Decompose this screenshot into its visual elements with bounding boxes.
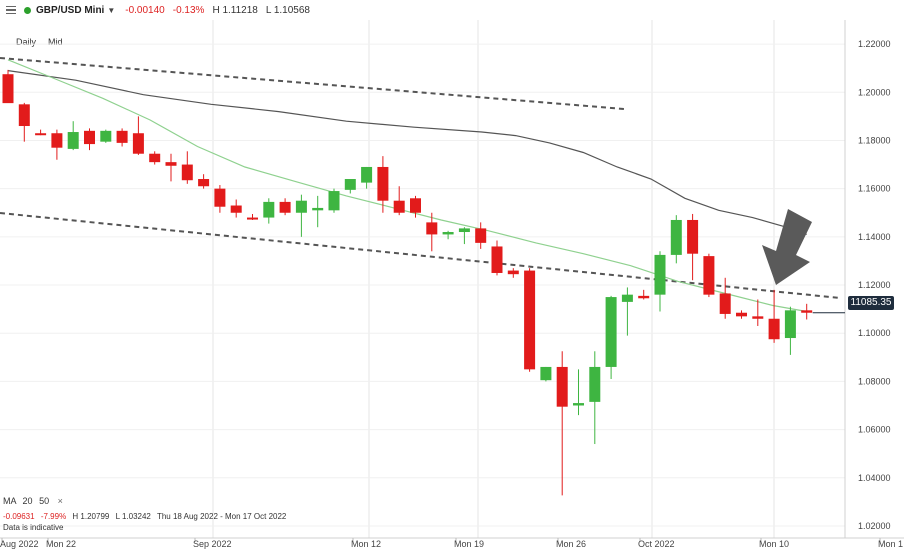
candle-down bbox=[507, 270, 519, 275]
candle-up bbox=[312, 207, 324, 211]
candle-down bbox=[18, 104, 30, 127]
y-tick-label: 1.22000 bbox=[858, 39, 891, 49]
range-low: L 1.03242 bbox=[115, 512, 151, 521]
y-tick-label: 1.12000 bbox=[858, 280, 891, 290]
x-tick-label: Sep 2022 bbox=[193, 539, 232, 549]
x-tick-label: Oct 2022 bbox=[638, 539, 675, 549]
candle-up bbox=[328, 191, 340, 211]
y-tick-label: 1.08000 bbox=[858, 376, 891, 386]
candle-up bbox=[344, 179, 356, 190]
candle-down bbox=[475, 228, 487, 243]
candle-up bbox=[621, 294, 633, 302]
lower-trendline bbox=[0, 212, 841, 299]
candle-down bbox=[51, 133, 63, 148]
ma20-label[interactable]: 20 bbox=[22, 496, 33, 506]
x-tick-label: Mon 12 bbox=[351, 539, 381, 549]
chevron-down-icon[interactable]: ▼ bbox=[107, 5, 116, 15]
menu-icon[interactable] bbox=[6, 5, 16, 15]
y-tick-label: 1.16000 bbox=[858, 184, 891, 194]
range-change-percent: -7.99% bbox=[40, 512, 67, 521]
candle-down bbox=[491, 246, 503, 273]
range-high: H 1.20799 bbox=[72, 512, 110, 521]
candle-down bbox=[801, 310, 813, 313]
candle-down bbox=[377, 166, 389, 201]
y-tick-label: 1.04000 bbox=[858, 473, 891, 483]
candle-down bbox=[426, 222, 438, 235]
candle-down bbox=[149, 153, 161, 163]
range-stats: -0.09631 -7.99% H 1.20799 L 1.03242 Thu … bbox=[3, 512, 286, 521]
candle-down bbox=[132, 133, 144, 154]
candle-up bbox=[670, 219, 682, 255]
ma50-label[interactable]: 50 bbox=[39, 496, 50, 506]
y-tick-label: 1.18000 bbox=[858, 135, 891, 145]
candle-up bbox=[100, 130, 112, 142]
y-tick-label: 1.14000 bbox=[858, 232, 891, 242]
candle-up bbox=[263, 201, 275, 218]
y-tick-label: 1.10000 bbox=[858, 328, 891, 338]
price-change-percent: -0.13% bbox=[172, 4, 205, 16]
x-tick-label: Mon 22 bbox=[46, 539, 76, 549]
instrument-header: GBP/USD Mini ▼ -0.00140 -0.13% H 1.11218… bbox=[0, 0, 904, 20]
ma-legend: MA 20 50 × bbox=[3, 496, 63, 506]
candle-up bbox=[654, 254, 666, 295]
data-note: Data is indicative bbox=[3, 523, 64, 532]
candle-down bbox=[524, 270, 536, 370]
market-status-icon bbox=[24, 6, 31, 14]
candle-down bbox=[279, 201, 291, 213]
x-tick-label: Mon 1 bbox=[878, 539, 903, 549]
candle-down bbox=[703, 256, 715, 295]
y-tick-label: 1.20000 bbox=[858, 87, 891, 97]
candle-down bbox=[556, 366, 568, 407]
candle-down bbox=[410, 198, 421, 213]
candle-up bbox=[589, 366, 601, 402]
candle-down bbox=[638, 295, 650, 299]
candle-up bbox=[361, 166, 373, 183]
candle-up bbox=[67, 132, 79, 149]
candle-down bbox=[181, 164, 193, 181]
candle-up bbox=[442, 232, 454, 235]
candle-down bbox=[247, 217, 258, 220]
x-tick-label: Mon 26 bbox=[556, 539, 586, 549]
price-type-mid[interactable]: Mid bbox=[48, 37, 63, 47]
candle-up bbox=[784, 310, 796, 339]
candle-down bbox=[752, 316, 764, 319]
close-icon[interactable]: × bbox=[57, 496, 63, 506]
session-low: L 1.10568 bbox=[265, 4, 310, 16]
ma50-line bbox=[7, 70, 807, 235]
candle-down bbox=[230, 205, 242, 213]
timeframe-daily[interactable]: Daily bbox=[16, 37, 37, 47]
ma20-line bbox=[7, 59, 807, 313]
current-price-badge: 11085.35 bbox=[848, 296, 894, 310]
range-change: -0.09631 bbox=[3, 512, 35, 521]
candle-down bbox=[198, 179, 210, 187]
candle-down bbox=[736, 312, 747, 317]
candle-down bbox=[2, 74, 14, 104]
candle-up bbox=[605, 297, 617, 367]
candle-up bbox=[458, 228, 470, 233]
candle-down bbox=[35, 133, 47, 136]
x-tick-label: Aug 2022 bbox=[0, 539, 39, 549]
candle-up bbox=[573, 403, 584, 406]
candle-down bbox=[214, 188, 226, 207]
range-dates: Thu 18 Aug 2022 - Mon 17 Oct 2022 bbox=[156, 512, 287, 521]
price-change: -0.00140 bbox=[125, 4, 165, 16]
ma-label: MA bbox=[3, 496, 17, 506]
candle-down bbox=[116, 130, 128, 143]
candle-up bbox=[540, 366, 552, 381]
x-tick-label: Mon 10 bbox=[759, 539, 789, 549]
candle-down bbox=[165, 162, 177, 166]
session-high: H 1.11218 bbox=[212, 4, 258, 16]
candle-down bbox=[393, 200, 405, 213]
y-tick-label: 1.02000 bbox=[858, 521, 891, 531]
x-tick-label: Mon 19 bbox=[454, 539, 484, 549]
candle-down bbox=[687, 219, 699, 254]
instrument-name[interactable]: GBP/USD Mini bbox=[36, 4, 105, 16]
candle-down bbox=[84, 130, 95, 145]
y-tick-label: 1.06000 bbox=[858, 425, 891, 435]
down-arrow-icon bbox=[762, 209, 812, 285]
candle-down bbox=[768, 318, 780, 340]
candle-down bbox=[719, 293, 731, 314]
candle-up bbox=[295, 200, 307, 213]
